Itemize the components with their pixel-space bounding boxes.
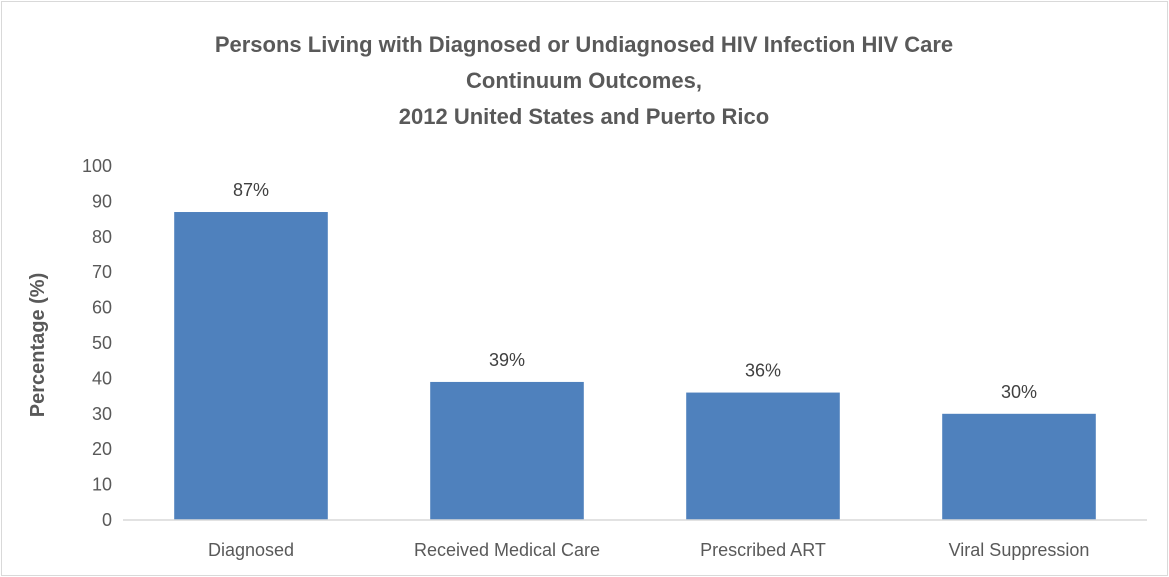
bar <box>942 413 1096 520</box>
y-tick-label: 100 <box>82 156 112 176</box>
y-tick-label: 20 <box>92 439 112 459</box>
x-category-label: Viral Suppression <box>949 540 1090 560</box>
y-tick-label: 50 <box>92 333 112 353</box>
bar <box>174 212 328 520</box>
bar-data-label: 30% <box>1001 382 1037 402</box>
y-tick-label: 80 <box>92 227 112 247</box>
y-tick-label: 30 <box>92 404 112 424</box>
y-tick-label: 90 <box>92 191 112 211</box>
bar-data-label: 39% <box>489 350 525 370</box>
bar <box>430 381 584 520</box>
bar-data-label: 87% <box>233 180 269 200</box>
x-category-label: Diagnosed <box>208 540 294 560</box>
y-axis-ticks: 0 10 20 30 40 50 60 70 80 90 100 <box>82 156 112 530</box>
chart-title-line-3: 2012 United States and Puerto Rico <box>399 104 769 129</box>
chart-title-line-1: Persons Living with Diagnosed or Undiagn… <box>215 32 953 57</box>
y-axis-title: Percentage (%) <box>27 273 49 418</box>
y-tick-label: 60 <box>92 298 112 318</box>
x-category-label: Prescribed ART <box>700 540 826 560</box>
y-tick-label: 10 <box>92 475 112 495</box>
chart-title: Persons Living with Diagnosed or Undiagn… <box>215 32 953 129</box>
bars <box>174 212 1096 520</box>
bar <box>686 392 840 520</box>
y-tick-label: 40 <box>92 368 112 388</box>
category-labels: Diagnosed Received Medical Care Prescribed… <box>208 540 1089 560</box>
x-category-label: Received Medical Care <box>414 540 600 560</box>
bar-data-label: 36% <box>745 361 781 381</box>
y-tick-label: 0 <box>102 510 112 530</box>
y-tick-label: 70 <box>92 262 112 282</box>
chart-title-line-2: Continuum Outcomes, <box>466 68 702 93</box>
data-labels: 87% 39% 36% 30% <box>233 180 1037 402</box>
